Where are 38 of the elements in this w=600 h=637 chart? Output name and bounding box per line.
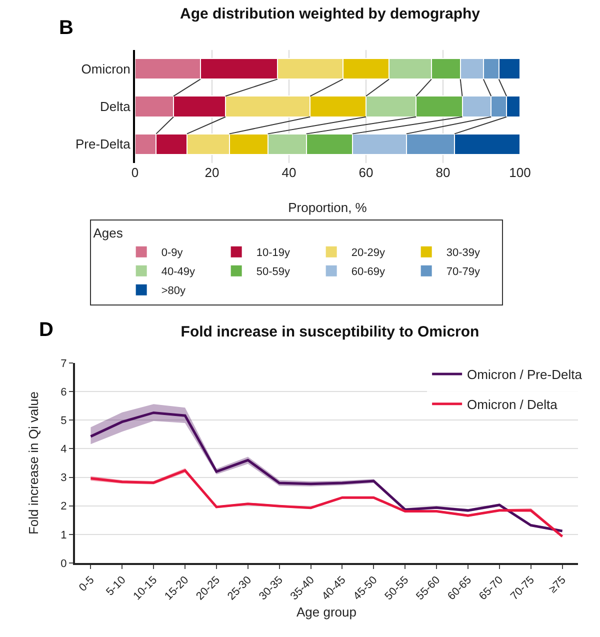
chart-title: Fold increase in susceptibility to Omicron (180, 323, 480, 340)
x-tick-label: 100 (509, 165, 531, 180)
legend-label: 40-49y (161, 266, 196, 278)
x-tick-label: 5-10 (104, 574, 128, 598)
legend-label: Omicron / Pre-Delta (467, 367, 583, 382)
legend-label: >80y (161, 285, 186, 298)
y-tick-label: Delta (100, 99, 132, 114)
legend-label: 0-9y (161, 247, 184, 260)
y-tick-label: 2 (60, 500, 67, 513)
legend-label: 50-59y (256, 266, 290, 278)
y-tick-label: 7 (60, 358, 67, 370)
x-tick-label: 60 (358, 165, 374, 180)
y-tick-label: Omicron (81, 61, 130, 76)
legend-label: 20-29y (351, 247, 386, 260)
x-tick-label: 0-5 (77, 574, 97, 594)
legend-title: Ages (93, 225, 124, 240)
y-tick-label: 6 (60, 386, 67, 398)
legend-label: 10-19y (256, 247, 290, 260)
y-tick-label: 3 (60, 472, 67, 484)
x-axis-title: Proportion, % (288, 200, 368, 215)
chart-title: Age distribution weighted by demography (180, 5, 481, 22)
legend-label: 30-39y (446, 247, 480, 260)
x-tick-label: 20 (204, 165, 220, 180)
y-tick-label: 5 (60, 414, 67, 427)
x-tick-label: 40 (282, 165, 296, 180)
text: D (39, 319, 54, 341)
legend-label: 70-79y (446, 266, 480, 278)
y-axis-title: Fold increase in Qi value (26, 391, 41, 535)
y-tick-label: 1 (60, 529, 67, 542)
y-tick-label: Pre-Delta (75, 136, 132, 152)
x-tick-label: 80 (436, 165, 450, 180)
x-axis-title: Age group (296, 604, 356, 620)
legend-label: 60-69y (351, 266, 386, 278)
y-tick-label: 4 (60, 444, 67, 456)
legend-label: Omicron / Delta (467, 396, 558, 412)
y-tick-label: 0 (60, 558, 67, 570)
text: B (59, 17, 74, 39)
x-tick-label: ≥75 (546, 574, 568, 596)
